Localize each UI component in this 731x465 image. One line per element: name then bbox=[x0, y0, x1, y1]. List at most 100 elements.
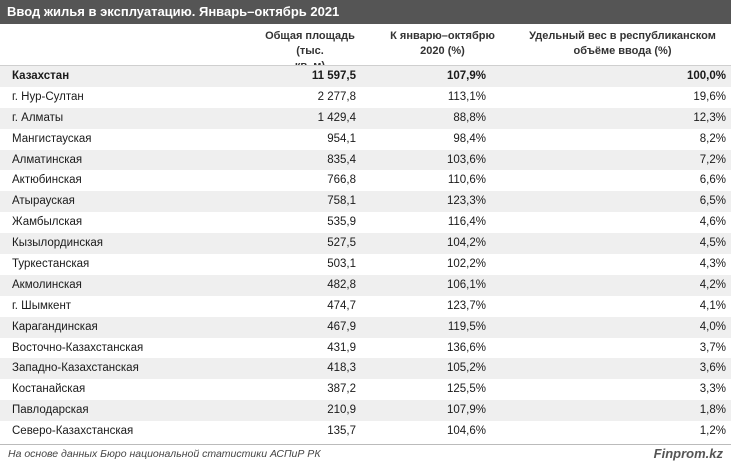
table-row: Павлодарская 210,9 107,9% 1,8% bbox=[0, 400, 731, 422]
yoy-value: 116,4% bbox=[447, 216, 486, 229]
table-row: Туркестанская 503,1 102,2% 4,3% bbox=[0, 254, 731, 275]
area-value: 758,1 bbox=[327, 195, 356, 208]
area-value: 467,9 bbox=[327, 320, 356, 333]
region-name: Жамбылская bbox=[12, 216, 83, 229]
table-row: Атырауская 758,1 123,3% 6,5% bbox=[0, 191, 731, 213]
yoy-value: 104,6% bbox=[446, 425, 486, 438]
yoy-value: 105,2% bbox=[446, 362, 486, 375]
table-row: г. Нур-Султан 2 277,8 113,1% 19,6% bbox=[0, 87, 731, 108]
area-value: 135,7 bbox=[327, 425, 356, 438]
share-value: 12,3% bbox=[693, 111, 726, 124]
share-value: 4,2% bbox=[699, 278, 726, 291]
share-value: 100,0% bbox=[686, 70, 726, 82]
table-row: Костанайская 387,2 125,5% 3,3% bbox=[0, 379, 731, 400]
table-row-total: Казахстан 11 597,5 107,9% 100,0% bbox=[0, 65, 731, 87]
share-value: 8,2% bbox=[699, 132, 726, 145]
region-name: Костанайская bbox=[12, 383, 86, 396]
table-row: Западно-Казахстанская 418,3 105,2% 3,6% bbox=[0, 358, 731, 380]
table-footer: На основе данных Бюро национальной стати… bbox=[0, 444, 731, 465]
share-value: 4,0% bbox=[699, 320, 726, 333]
table-body: Казахстан 11 597,5 107,9% 100,0% г. Нур-Султ… bbox=[0, 65, 731, 442]
region-name: Туркестанская bbox=[12, 258, 90, 271]
region-name: Павлодарская bbox=[12, 404, 89, 417]
area-value: 210,9 bbox=[327, 404, 356, 417]
area-value: 474,7 bbox=[327, 299, 356, 312]
area-value: 527,5 bbox=[327, 237, 356, 250]
header-share-line1: Удельный вес в республиканском bbox=[529, 30, 716, 42]
table-row: Актюбинская 766,8 110,6% 6,6% bbox=[0, 170, 731, 191]
share-value: 6,5% bbox=[699, 195, 726, 208]
table-row: г. Алматы 1 429,4 88,8% 12,3% bbox=[0, 107, 731, 129]
table-header: Общая площадь (тыс. кв. м) К январю–октя… bbox=[0, 26, 731, 72]
table-row: Восточно-Казахстанская 431,9 136,6% 3,7% bbox=[0, 338, 731, 359]
area-value: 387,2 bbox=[327, 383, 356, 396]
yoy-value: 125,5% bbox=[446, 383, 486, 396]
area-value: 835,4 bbox=[327, 153, 356, 166]
region-name: Актюбинская bbox=[12, 174, 82, 187]
yoy-value: 98,4% bbox=[453, 132, 486, 145]
share-value: 4,6% bbox=[699, 216, 726, 229]
area-value: 503,1 bbox=[327, 258, 356, 271]
brand-logo: Finprom.kz bbox=[653, 446, 723, 461]
region-name: Алматинская bbox=[12, 153, 83, 166]
table-row: Северо-Казахстанская 135,7 104,6% 1,2% bbox=[0, 421, 731, 442]
region-name: Мангистауская bbox=[12, 132, 92, 145]
header-area-line1: Общая площадь (тыс. bbox=[265, 30, 355, 57]
yoy-value: 104,2% bbox=[446, 237, 486, 250]
yoy-value: 110,6% bbox=[447, 174, 486, 187]
region-name: Акмолинская bbox=[12, 278, 82, 291]
header-yoy-line1: К январю–октябрю bbox=[390, 30, 495, 42]
yoy-value: 136,6% bbox=[446, 341, 486, 354]
yoy-value: 113,1% bbox=[447, 90, 486, 103]
yoy-value: 107,9% bbox=[446, 404, 486, 417]
source-note: На основе данных Бюро национальной стати… bbox=[8, 448, 321, 460]
region-name: г. Алматы bbox=[12, 111, 64, 124]
area-value: 954,1 bbox=[327, 132, 356, 145]
area-value: 482,8 bbox=[327, 278, 356, 291]
region-name: г. Шымкент bbox=[12, 299, 72, 312]
yoy-value: 106,1% bbox=[446, 278, 486, 291]
area-value: 1 429,4 bbox=[317, 111, 356, 124]
share-value: 3,6% bbox=[699, 362, 726, 375]
header-share: Удельный вес в республиканском объёме вв… bbox=[520, 29, 725, 59]
area-value: 535,9 bbox=[327, 216, 356, 229]
table-row: Жамбылская 535,9 116,4% 4,6% bbox=[0, 212, 731, 233]
table-row: Мангистауская 954,1 98,4% 8,2% bbox=[0, 129, 731, 150]
region-name: Северо-Казахстанская bbox=[12, 425, 134, 438]
area-value: 431,9 bbox=[327, 341, 356, 354]
yoy-value: 88,8% bbox=[453, 111, 486, 124]
area-value: 418,3 bbox=[327, 362, 356, 375]
share-value: 3,3% bbox=[699, 383, 726, 396]
share-value: 4,1% bbox=[699, 299, 726, 312]
table-row: Карагандинская 467,9 119,5% 4,0% bbox=[0, 316, 731, 338]
yoy-value: 102,2% bbox=[446, 258, 486, 271]
region-name: Восточно-Казахстанская bbox=[12, 341, 144, 354]
yoy-value: 123,3% bbox=[446, 195, 486, 208]
yoy-value: 107,9% bbox=[446, 70, 486, 82]
header-share-line2: объёме ввода (%) bbox=[573, 45, 672, 57]
share-value: 7,2% bbox=[699, 153, 726, 166]
region-name: г. Нур-Султан bbox=[12, 90, 84, 103]
table-row: г. Шымкент 474,7 123,7% 4,1% bbox=[0, 296, 731, 317]
region-name: Западно-Казахстанская bbox=[12, 362, 139, 375]
table-row: Акмолинская 482,8 106,1% 4,2% bbox=[0, 274, 731, 296]
yoy-value: 123,7% bbox=[446, 299, 486, 312]
region-name: Карагандинская bbox=[12, 320, 98, 333]
table-row: Кызылординская 527,5 104,2% 4,5% bbox=[0, 233, 731, 255]
region-name: Казахстан bbox=[12, 70, 70, 82]
yoy-value: 119,5% bbox=[447, 320, 486, 333]
share-value: 1,2% bbox=[699, 425, 726, 438]
share-value: 4,3% bbox=[699, 258, 726, 271]
share-value: 3,7% bbox=[699, 341, 726, 354]
table-row: Алматинская 835,4 103,6% 7,2% bbox=[0, 149, 731, 171]
header-yoy: К январю–октябрю 2020 (%) bbox=[390, 29, 495, 59]
share-value: 4,5% bbox=[699, 237, 726, 250]
share-value: 19,6% bbox=[693, 90, 726, 103]
region-name: Атырауская bbox=[12, 195, 75, 208]
share-value: 1,8% bbox=[699, 404, 726, 417]
yoy-value: 103,6% bbox=[446, 153, 486, 166]
area-value: 11 597,5 bbox=[311, 70, 356, 82]
region-name: Кызылординская bbox=[12, 237, 104, 250]
area-value: 766,8 bbox=[327, 174, 356, 187]
